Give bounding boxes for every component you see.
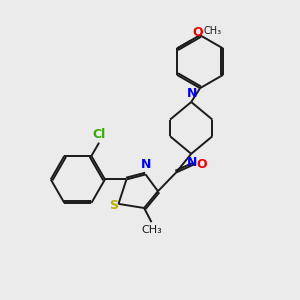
Text: O: O [192, 26, 203, 39]
Text: CH₃: CH₃ [203, 26, 222, 36]
Text: N: N [187, 156, 197, 169]
Text: N: N [187, 87, 197, 100]
Text: S: S [110, 199, 118, 212]
Text: Cl: Cl [92, 128, 106, 141]
Text: O: O [197, 158, 207, 171]
Text: N: N [140, 158, 151, 171]
Text: CH₃: CH₃ [141, 225, 162, 235]
